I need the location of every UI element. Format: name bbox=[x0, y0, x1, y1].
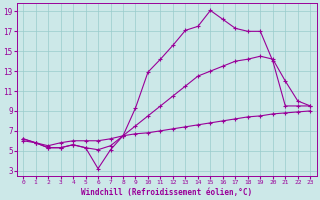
X-axis label: Windchill (Refroidissement éolien,°C): Windchill (Refroidissement éolien,°C) bbox=[81, 188, 252, 197]
